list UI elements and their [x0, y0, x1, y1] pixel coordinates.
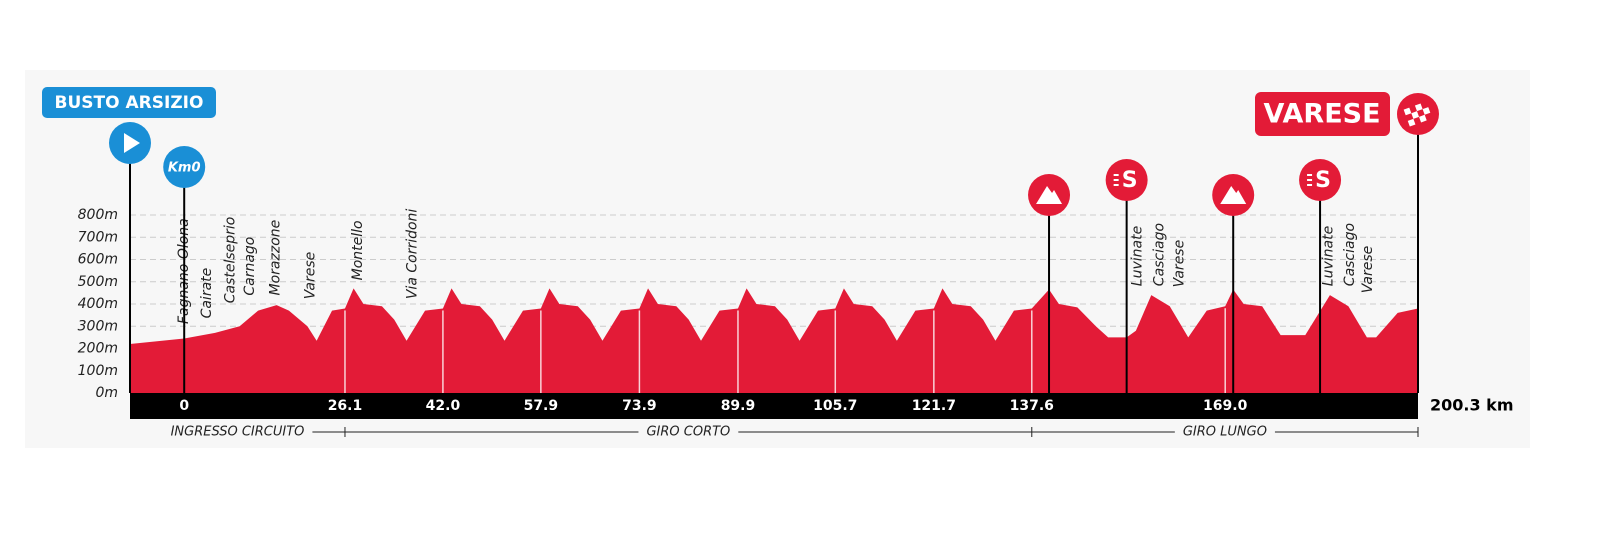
start-label: BUSTO ARSIZIO	[55, 93, 204, 113]
place-label: Varese	[302, 252, 318, 300]
x-tick-label: 137.6	[1010, 398, 1054, 414]
sprint-symbol: S	[1122, 168, 1138, 193]
x-tick-label: 169.0	[1203, 398, 1248, 414]
place-label: Casciago	[1151, 223, 1167, 286]
x-tick-label: 105.7	[813, 398, 857, 414]
finish-label: VARESE	[1263, 99, 1380, 130]
x-tick-label: 89.9	[721, 398, 756, 414]
start-arrow	[124, 133, 140, 153]
elevation-area	[130, 288, 1418, 393]
y-tick-label: 600m	[78, 252, 118, 268]
section-label: INGRESSO CIRCUITO	[171, 425, 305, 440]
place-label: Carnago	[242, 237, 258, 296]
sprint-symbol: S	[1315, 168, 1331, 193]
climb-mountain	[1220, 186, 1247, 204]
y-tick-label: 500m	[78, 274, 118, 290]
start-badge	[42, 87, 216, 118]
climb-mountain	[1036, 186, 1063, 204]
x-tick-label: 73.9	[622, 398, 657, 414]
y-tick-label: 700m	[78, 229, 118, 245]
place-label: Varese	[1172, 240, 1188, 288]
place-label: Via Corridoni	[405, 209, 421, 300]
sprint-icon	[1299, 159, 1342, 201]
x-tick-label: 57.9	[524, 398, 559, 414]
flag-square	[1411, 111, 1420, 119]
y-tick-label: 300m	[78, 318, 118, 334]
flag-square	[1407, 118, 1416, 127]
place-label: Castelseprio	[222, 217, 238, 304]
flag-square	[1422, 107, 1431, 115]
y-tick-label: 400m	[78, 296, 118, 312]
section-label: GIRO LUNGO	[1183, 425, 1267, 440]
x-tick-label: 200.3 km	[1430, 396, 1514, 415]
flag-square	[1419, 114, 1427, 123]
place-label: Montello	[350, 220, 366, 280]
sprint-icon	[1105, 159, 1148, 201]
section-label: GIRO CORTO	[646, 425, 730, 440]
flag-square	[1414, 103, 1423, 112]
place-label: Luvinate	[1130, 226, 1146, 286]
place-label: Luvinate	[1321, 226, 1337, 286]
flag-square	[1403, 107, 1412, 116]
axis-bar	[130, 393, 1418, 419]
place-label: Varese	[1360, 246, 1376, 294]
place-label: Casciago	[1342, 223, 1358, 286]
y-tick-label: 100m	[78, 363, 118, 379]
place-label: Cairate	[199, 268, 215, 319]
place-label: Morazzone	[267, 220, 283, 296]
x-tick-label: 121.7	[912, 398, 956, 414]
x-tick-label: 42.0	[426, 398, 461, 414]
y-tick-label: 800m	[78, 207, 118, 223]
x-tick-label: 0	[179, 398, 189, 414]
x-tick-label: 26.1	[328, 398, 363, 414]
finish-flag	[1403, 103, 1431, 127]
y-tick-label: 200m	[78, 341, 118, 357]
km0-label: Km0	[168, 161, 201, 176]
finish-badge	[1255, 92, 1390, 136]
km0-icon	[163, 146, 206, 188]
y-tick-label: 0m	[95, 385, 118, 401]
